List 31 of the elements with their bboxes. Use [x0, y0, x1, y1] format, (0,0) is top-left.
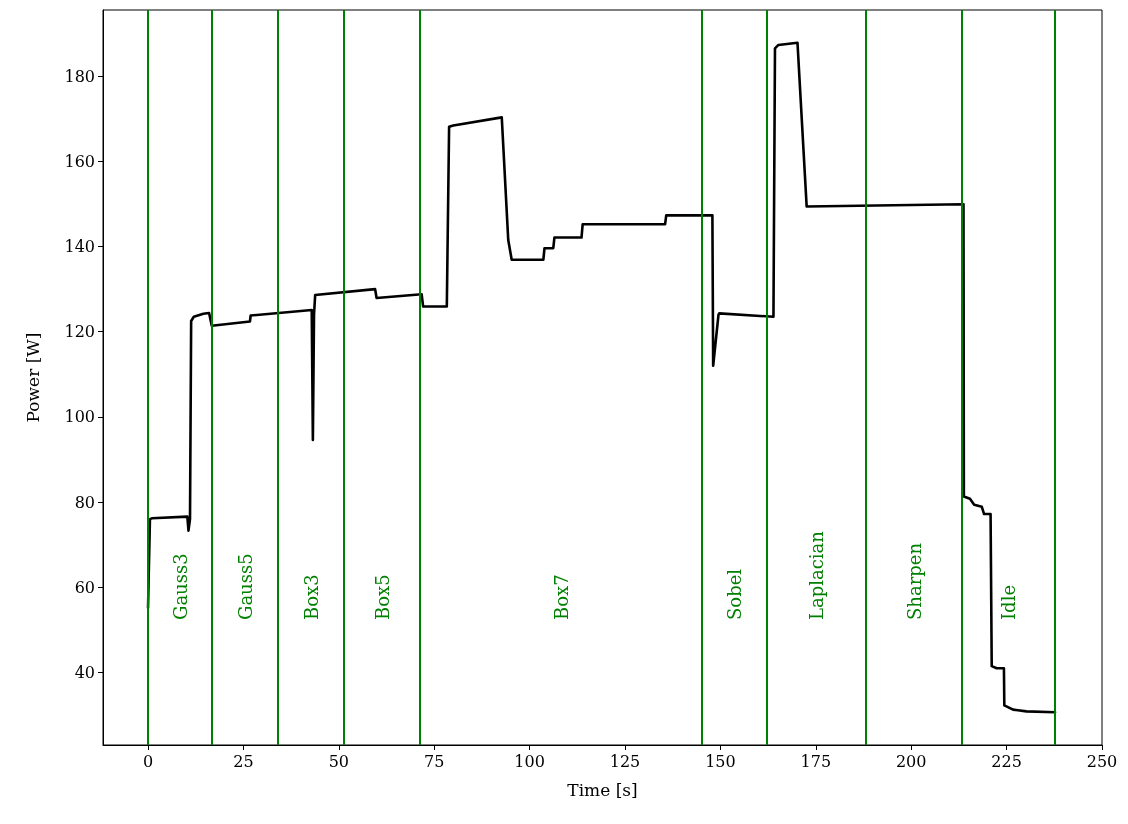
- y-tick-label: 160: [64, 151, 95, 171]
- annotation: Gauss3: [169, 553, 191, 620]
- annotation: Sobel: [724, 568, 746, 620]
- y-tick-label: 140: [64, 236, 95, 256]
- annotation: Sharpen: [903, 542, 925, 620]
- x-tick-label: 175: [800, 751, 832, 771]
- line-series: [146, 41, 1057, 714]
- annotation: Laplacian: [806, 530, 828, 620]
- x-tick-label: 100: [514, 751, 545, 771]
- x-tick-label: 250: [1086, 751, 1118, 771]
- x-tick-label: 0: [142, 751, 154, 771]
- annotation: Box3: [300, 574, 322, 620]
- annotation: Idle: [998, 584, 1020, 620]
- annotation: Box7: [550, 574, 572, 620]
- y-tick-label: 120: [64, 322, 95, 342]
- y-tick-label: 180: [64, 66, 95, 86]
- y-tick-label: 60: [74, 577, 95, 597]
- annotation: Gauss5: [234, 553, 256, 620]
- x-tick-label: 25: [233, 751, 254, 771]
- y-tick-label: 40: [74, 663, 95, 683]
- y-axis-title: Power [W]: [22, 332, 43, 423]
- x-tick-label: 150: [705, 751, 736, 771]
- x-axis-title: Time [s]: [567, 779, 638, 800]
- x-tick-label: 125: [609, 751, 641, 771]
- y-tick-label: 80: [74, 492, 95, 512]
- x-tick-label: 225: [991, 751, 1022, 771]
- annotation: Box5: [371, 574, 393, 620]
- y-tick-label: 100: [64, 407, 95, 427]
- x-tick-label: 200: [895, 751, 927, 771]
- x-tick-label: 75: [424, 751, 445, 771]
- x-tick-label: 50: [328, 751, 349, 771]
